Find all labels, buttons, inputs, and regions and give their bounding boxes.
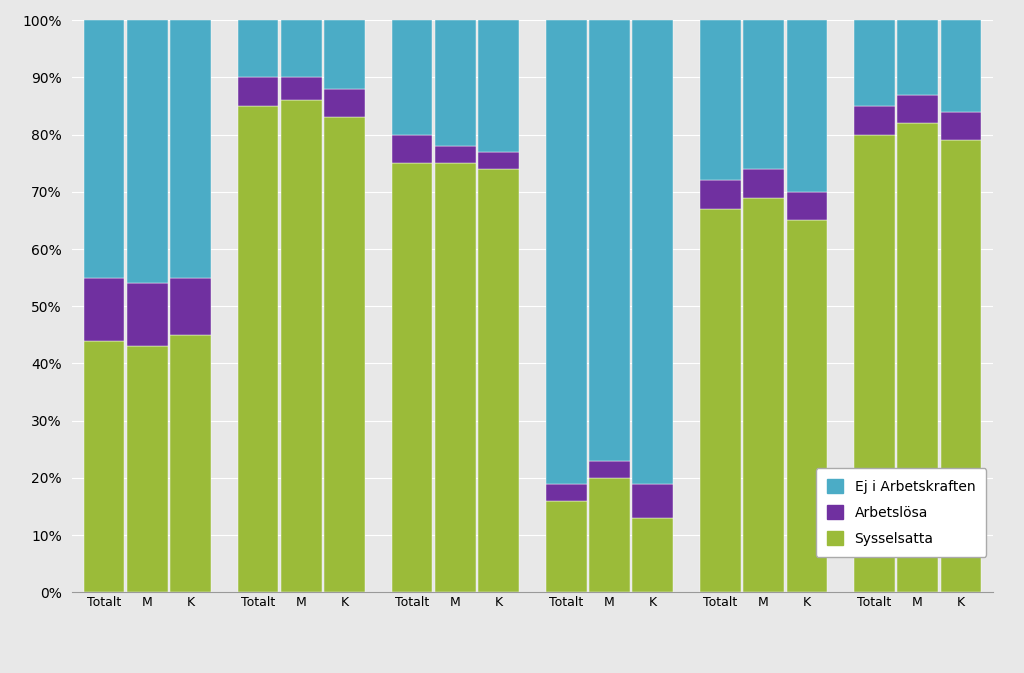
Bar xyxy=(897,123,938,592)
Bar xyxy=(897,95,938,123)
Bar xyxy=(854,106,895,135)
Bar xyxy=(633,518,673,592)
Bar xyxy=(700,209,740,592)
Bar xyxy=(700,180,740,209)
Bar xyxy=(325,89,365,117)
Bar xyxy=(325,117,365,592)
Bar xyxy=(170,20,211,278)
Bar xyxy=(546,501,587,592)
Bar xyxy=(84,278,124,341)
Bar xyxy=(589,478,630,592)
Bar xyxy=(478,152,519,169)
Bar xyxy=(282,100,322,592)
Bar xyxy=(786,192,827,221)
Bar xyxy=(170,335,211,592)
Bar xyxy=(700,20,740,180)
Bar xyxy=(282,20,322,77)
Bar xyxy=(743,169,783,198)
Bar xyxy=(633,484,673,518)
Bar xyxy=(127,20,168,283)
Bar xyxy=(392,164,432,592)
Bar xyxy=(127,347,168,592)
Bar xyxy=(546,20,587,483)
Bar xyxy=(84,20,124,278)
Bar xyxy=(282,77,322,100)
Bar xyxy=(786,20,827,192)
Legend: Ej i Arbetskraften, Arbetslösa, Sysselsatta: Ej i Arbetskraften, Arbetslösa, Sysselsa… xyxy=(816,468,986,557)
Bar xyxy=(478,169,519,592)
Bar xyxy=(238,77,279,106)
Bar xyxy=(589,461,630,478)
Bar xyxy=(435,146,476,164)
Bar xyxy=(743,198,783,592)
Bar xyxy=(633,20,673,483)
Bar xyxy=(941,141,981,592)
Bar xyxy=(941,20,981,112)
Bar xyxy=(546,484,587,501)
Bar xyxy=(854,135,895,592)
Bar xyxy=(589,20,630,461)
Bar xyxy=(84,341,124,592)
Bar xyxy=(897,20,938,95)
Bar xyxy=(392,135,432,164)
Bar xyxy=(127,283,168,347)
Bar xyxy=(170,278,211,335)
Bar xyxy=(941,112,981,141)
Bar xyxy=(325,20,365,89)
Bar xyxy=(435,164,476,592)
Bar xyxy=(238,106,279,592)
Bar xyxy=(478,20,519,152)
Bar xyxy=(786,221,827,592)
Bar xyxy=(238,20,279,77)
Bar xyxy=(435,20,476,146)
Bar xyxy=(854,20,895,106)
Bar xyxy=(743,20,783,169)
Bar xyxy=(392,20,432,135)
